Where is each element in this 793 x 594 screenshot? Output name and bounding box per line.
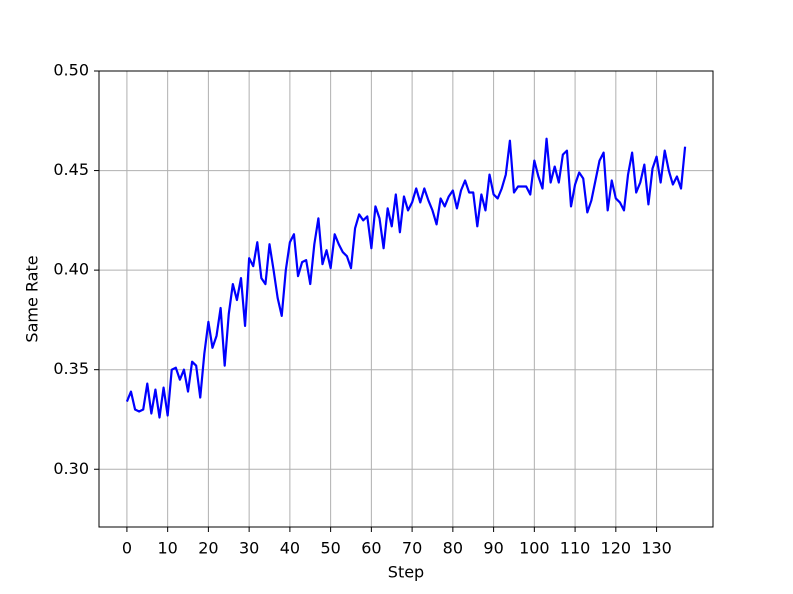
- x-tick-label: 100: [519, 539, 550, 558]
- plot-frame: [98, 70, 714, 528]
- x-tick-label: 90: [483, 539, 503, 558]
- data-line: [125, 137, 687, 419]
- x-tick-label: 30: [239, 539, 259, 558]
- x-tick-label: 10: [157, 539, 177, 558]
- y-tick-label: 0.50: [53, 61, 89, 80]
- x-tick-label: 50: [320, 539, 340, 558]
- y-tick-label: 0.35: [53, 359, 89, 378]
- x-tick-label: 130: [641, 539, 672, 558]
- x-axis-label: Step: [388, 563, 424, 582]
- x-tick-label: 60: [361, 539, 381, 558]
- x-tick-label: 70: [402, 539, 422, 558]
- x-tick-label: 0: [122, 539, 132, 558]
- y-tick-label: 0.40: [53, 260, 89, 279]
- x-tick-label: 40: [280, 539, 300, 558]
- x-tick-label: 120: [601, 539, 632, 558]
- y-tick-label: 0.30: [53, 459, 89, 478]
- x-tick-label: 110: [560, 539, 591, 558]
- y-tick-label: 0.45: [53, 160, 89, 179]
- y-axis-label: Same Rate: [23, 255, 42, 342]
- x-tick-label: 20: [198, 539, 218, 558]
- x-tick-label: 80: [443, 539, 463, 558]
